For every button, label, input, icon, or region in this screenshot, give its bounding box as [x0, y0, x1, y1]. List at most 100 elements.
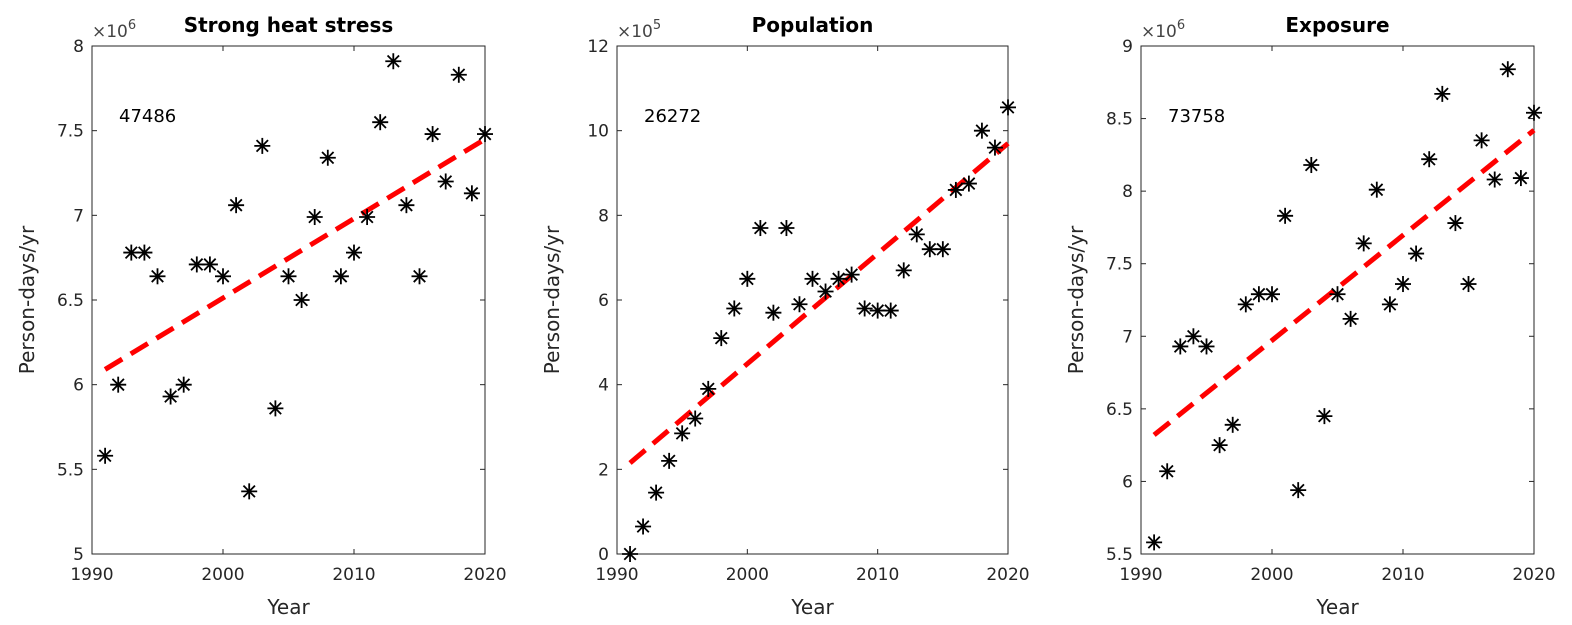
x-tick-label: 2010 [856, 565, 899, 585]
marker-stroke [282, 269, 295, 283]
data-point [726, 300, 743, 317]
marker-stroke [465, 186, 479, 200]
data-point [1408, 245, 1425, 262]
marker-stroke [229, 198, 243, 212]
x-tick-label: 2020 [986, 565, 1029, 585]
marker-stroke [413, 269, 426, 283]
marker-stroke [871, 304, 885, 317]
trend-line [1152, 128, 1536, 437]
y-tick-label: 8 [73, 37, 84, 57]
data-point [1000, 99, 1016, 116]
y-tick-label: 7 [73, 206, 84, 226]
marker-stroke [321, 151, 335, 165]
y-tick-label: 7.5 [1106, 255, 1133, 275]
data-point [622, 546, 639, 562]
y-tick-label: 9 [1122, 37, 1133, 57]
data-point [1434, 85, 1451, 102]
data-point [437, 173, 454, 190]
data-point [752, 220, 769, 237]
marker-stroke [308, 210, 322, 224]
y-exponent-label: ×106 [1141, 18, 1185, 42]
marker-stroke [923, 242, 937, 256]
data-point [635, 518, 652, 535]
x-tick-label: 2020 [463, 565, 506, 585]
data-point [385, 53, 402, 70]
marker-stroke [793, 297, 806, 311]
x-tick-label: 1990 [70, 565, 113, 585]
marker-stroke [910, 227, 924, 241]
marker-stroke [975, 124, 989, 138]
marker-stroke [832, 272, 845, 286]
y-exponent-base: ×10 [617, 22, 653, 42]
marker-stroke [858, 302, 872, 315]
marker-stroke [1501, 62, 1515, 76]
y-axis-label: Person-days/yr [15, 225, 39, 374]
data-point [817, 283, 834, 300]
data-point [463, 185, 480, 202]
data-point [1512, 170, 1529, 187]
marker-stroke [675, 426, 689, 440]
data-point [687, 410, 704, 427]
marker-stroke [767, 306, 780, 320]
marker-stroke [426, 127, 439, 141]
marker-stroke [1527, 106, 1541, 120]
data-point [1185, 328, 1202, 345]
marker-stroke [1514, 171, 1528, 185]
marker-stroke [1187, 329, 1200, 343]
chart-title: Exposure [1285, 13, 1389, 37]
data-point [228, 197, 245, 214]
data-point [739, 270, 756, 287]
data-point [319, 149, 336, 166]
data-point [411, 268, 428, 285]
data-point [1486, 171, 1503, 188]
marker-stroke [98, 449, 112, 463]
data-point [162, 388, 179, 405]
marker-stroke [452, 68, 466, 82]
marker-stroke [701, 382, 715, 396]
x-tick-label: 2020 [1512, 565, 1555, 585]
data-point [332, 268, 349, 285]
data-point [1316, 408, 1333, 425]
data-point [1146, 534, 1163, 551]
y-exponent-power: 6 [128, 18, 136, 33]
marker-stroke [1383, 297, 1397, 311]
y-tick-label: 0 [598, 545, 609, 565]
data-point [254, 137, 271, 154]
y-tick-label: 5.5 [57, 460, 84, 480]
marker-stroke [203, 258, 217, 271]
data-point [1211, 437, 1228, 454]
y-tick-label: 8 [598, 206, 609, 226]
data-point [359, 209, 376, 226]
y-tick-label: 7 [1122, 327, 1133, 347]
y-exponent-power: 5 [653, 18, 661, 33]
data-point [398, 197, 415, 214]
marker-stroke [753, 221, 767, 235]
marker-stroke [988, 141, 1002, 154]
data-point [648, 484, 665, 501]
y-tick-label: 4 [598, 376, 609, 396]
marker-stroke [124, 246, 138, 259]
x-tick-label: 1990 [1119, 565, 1162, 585]
data-point [149, 268, 166, 285]
x-tick-label: 2000 [726, 565, 769, 585]
marker-stroke [386, 54, 400, 68]
marker-stroke [1239, 297, 1253, 311]
x-tick-label: 2010 [1381, 565, 1424, 585]
data-point [1290, 482, 1307, 499]
annotation-value: 73758 [1168, 106, 1225, 127]
marker-stroke [151, 269, 164, 283]
data-point [450, 66, 467, 83]
plot-area [616, 45, 1009, 555]
data-point [280, 268, 297, 285]
marker-stroke [714, 331, 728, 345]
marker-stroke [1252, 287, 1266, 301]
y-tick-label: 6.5 [57, 291, 84, 311]
y-tick-label: 10 [587, 122, 609, 142]
data-point [1499, 61, 1516, 78]
data-point [960, 175, 977, 192]
data-point [1329, 286, 1346, 303]
marker-stroke [727, 302, 741, 315]
data-point [661, 452, 678, 469]
data-point [947, 181, 964, 198]
